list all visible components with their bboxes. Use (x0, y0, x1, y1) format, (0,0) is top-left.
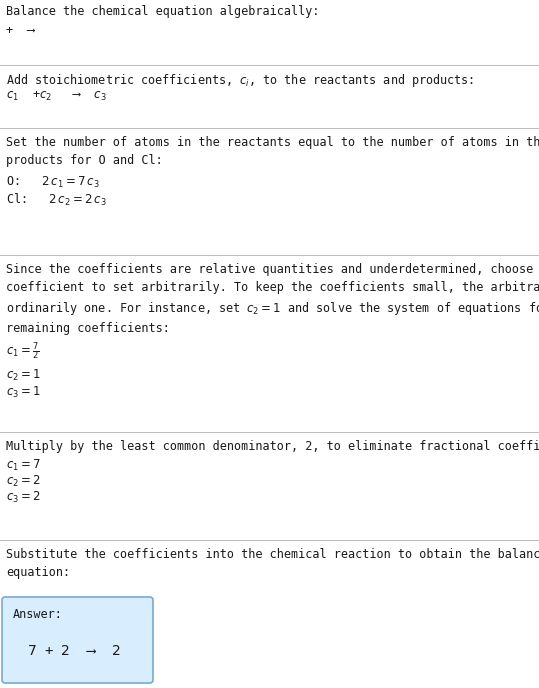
Text: Add stoichiometric coefficients, $c_i$, to the reactants and products:: Add stoichiometric coefficients, $c_i$, … (6, 72, 474, 89)
Text: Cl:   $2\,c_2 = 2\,c_3$: Cl: $2\,c_2 = 2\,c_3$ (6, 192, 107, 208)
Text: $c_1 = 7$: $c_1 = 7$ (6, 458, 41, 473)
Text: Multiply by the least common denominator, 2, to eliminate fractional coefficient: Multiply by the least common denominator… (6, 440, 539, 453)
FancyBboxPatch shape (2, 597, 153, 683)
Text: Answer:: Answer: (13, 608, 63, 621)
Text: $7$ + $2$  ⟶  $2$: $7$ + $2$ ⟶ $2$ (27, 644, 121, 658)
Text: Balance the chemical equation algebraically:: Balance the chemical equation algebraica… (6, 5, 320, 18)
Text: $c_2 = 2$: $c_2 = 2$ (6, 474, 41, 489)
Text: Set the number of atoms in the reactants equal to the number of atoms in the
pro: Set the number of atoms in the reactants… (6, 136, 539, 167)
Text: $c_3 = 1$: $c_3 = 1$ (6, 385, 41, 400)
Text: $c_3 = 2$: $c_3 = 2$ (6, 490, 41, 505)
Text: Substitute the coefficients into the chemical reaction to obtain the balanced
eq: Substitute the coefficients into the che… (6, 548, 539, 579)
Text: O:   $2\,c_1 = 7\,c_3$: O: $2\,c_1 = 7\,c_3$ (6, 175, 100, 190)
Text: $c_2 = 1$: $c_2 = 1$ (6, 368, 41, 383)
Text: Since the coefficients are relative quantities and underdetermined, choose a
coe: Since the coefficients are relative quan… (6, 263, 539, 335)
Text: +  ⟶: + ⟶ (6, 24, 34, 37)
Text: $c_1$  +$c_2$   ⟶  $c_3$: $c_1$ +$c_2$ ⟶ $c_3$ (6, 90, 107, 103)
Text: $c_1 = \frac{7}{2}$: $c_1 = \frac{7}{2}$ (6, 340, 40, 362)
